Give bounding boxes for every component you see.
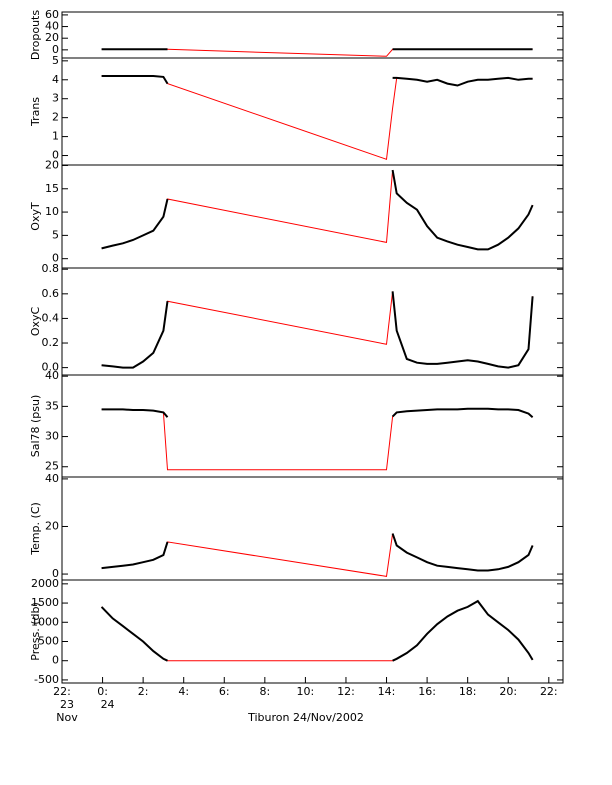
y-tick-label: 0 bbox=[52, 43, 59, 56]
y-tick-label: 0.0 bbox=[42, 361, 60, 374]
y-tick-label: 5 bbox=[52, 54, 59, 67]
panel-frame bbox=[61, 164, 564, 269]
y-tick-label: -500 bbox=[34, 673, 59, 686]
y-axis-label: Press. (db) bbox=[29, 602, 42, 661]
data-line bbox=[101, 291, 534, 369]
data-line bbox=[101, 198, 169, 250]
panel-frame bbox=[61, 579, 564, 684]
data-line bbox=[101, 541, 169, 570]
y-tick-label: 0 bbox=[52, 149, 59, 162]
data-line bbox=[392, 599, 534, 662]
y-tick-label: 1500 bbox=[31, 596, 59, 609]
data-line bbox=[101, 600, 534, 662]
data-line bbox=[101, 170, 534, 250]
x-tick-label: 4: bbox=[178, 685, 189, 698]
x-tick-label: 22: bbox=[53, 685, 71, 698]
y-tick-label: 35 bbox=[45, 399, 59, 412]
y-tick-label: 0 bbox=[52, 252, 59, 265]
y-tick-label: 0.8 bbox=[42, 262, 60, 275]
y-tick-label: 40 bbox=[45, 369, 59, 382]
y-axis-label: Dropouts bbox=[29, 10, 42, 60]
x-tick-label: 10: bbox=[297, 685, 315, 698]
y-tick-label: 0.6 bbox=[42, 287, 60, 300]
y-axis-label: OxyT bbox=[29, 202, 42, 231]
data-line bbox=[101, 75, 533, 160]
y-axis-label: Sal78 (psu) bbox=[29, 395, 42, 458]
y-tick-label: 2000 bbox=[31, 577, 59, 590]
panel-frame bbox=[61, 57, 564, 166]
y-tick-label: 0.4 bbox=[42, 311, 60, 324]
y-axis-label: Trans bbox=[29, 97, 42, 127]
y-tick-label: 1 bbox=[52, 130, 59, 143]
data-line bbox=[391, 169, 534, 251]
x-tick-label: 20: bbox=[499, 685, 517, 698]
y-axis-label: Temp. (C) bbox=[29, 502, 42, 556]
y-tick-label: 20 bbox=[45, 31, 59, 44]
panel-frame bbox=[61, 374, 564, 478]
data-line bbox=[101, 75, 169, 85]
y-tick-label: 25 bbox=[45, 460, 59, 473]
x-tick-label: 18: bbox=[459, 685, 477, 698]
panel-frame bbox=[61, 11, 564, 59]
y-tick-label: 20 bbox=[45, 519, 59, 532]
x-tick-label: 8: bbox=[259, 685, 270, 698]
data-line bbox=[392, 76, 533, 87]
panel-frame bbox=[61, 267, 564, 376]
y-tick-label: 3 bbox=[52, 92, 59, 105]
x-axis-label: Tiburon 24/Nov/2002 bbox=[247, 711, 364, 724]
y-tick-label: 15 bbox=[45, 182, 59, 195]
data-line bbox=[101, 48, 533, 57]
y-tick-label: 2 bbox=[52, 111, 59, 124]
x-date-label: 23 bbox=[60, 698, 74, 711]
data-line bbox=[391, 407, 534, 418]
data-line bbox=[391, 291, 534, 369]
x-tick-label: 6: bbox=[219, 685, 230, 698]
y-tick-label: 60 bbox=[45, 8, 59, 21]
y-tick-label: 5 bbox=[52, 228, 59, 241]
y-tick-label: 1000 bbox=[31, 615, 59, 628]
y-tick-label: 10 bbox=[45, 205, 59, 218]
y-tick-label: 0.2 bbox=[42, 336, 60, 349]
y-tick-label: 20 bbox=[45, 158, 59, 171]
y-tick-label: 0 bbox=[52, 567, 59, 580]
data-line bbox=[391, 533, 534, 572]
data-line bbox=[101, 301, 169, 369]
x-tick-label: 0: bbox=[97, 685, 108, 698]
x-date-label: 24 bbox=[101, 698, 115, 711]
x-tick-label: 14: bbox=[378, 685, 396, 698]
y-axis-label: OxyC bbox=[29, 307, 42, 337]
y-tick-label: 40 bbox=[45, 20, 59, 33]
data-line bbox=[101, 408, 169, 418]
x-tick-label: 2: bbox=[138, 685, 149, 698]
y-tick-label: 0 bbox=[52, 654, 59, 667]
x-tick-label: 16: bbox=[418, 685, 436, 698]
data-line bbox=[100, 606, 168, 662]
x-tick-label: 22: bbox=[540, 685, 558, 698]
y-tick-label: 40 bbox=[45, 472, 59, 485]
x-date-label: Nov bbox=[56, 711, 78, 724]
data-line bbox=[101, 408, 533, 471]
y-tick-label: 30 bbox=[45, 430, 59, 443]
y-tick-label: 500 bbox=[38, 634, 59, 647]
x-tick-label: 12: bbox=[337, 685, 355, 698]
y-tick-label: 4 bbox=[52, 73, 59, 86]
